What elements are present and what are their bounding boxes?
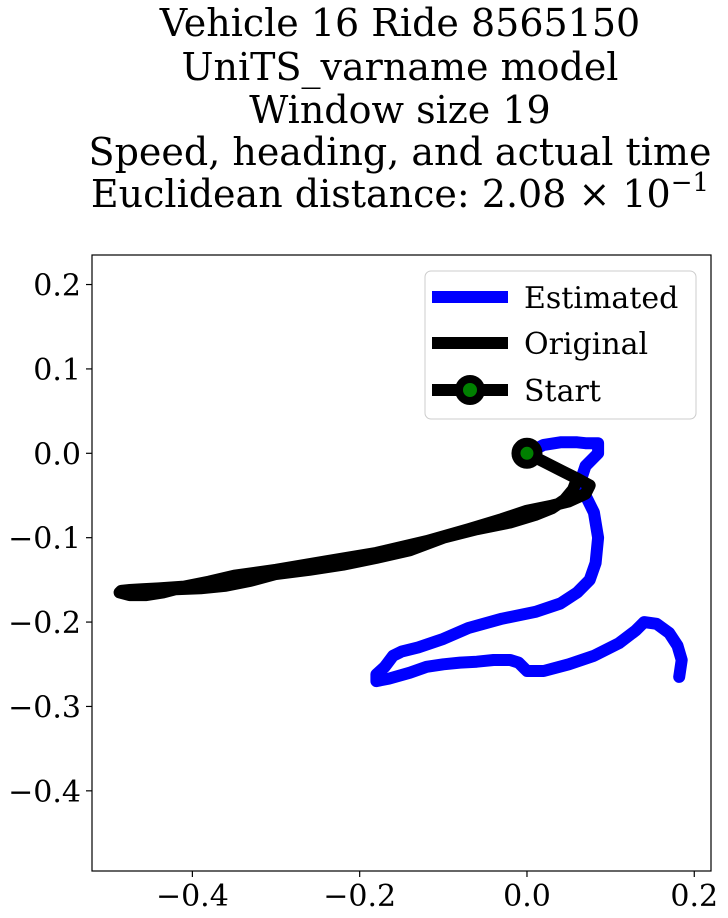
legend: Estimated Original Start bbox=[424, 270, 697, 420]
series-line-original bbox=[113, 447, 596, 602]
title-line-1: Vehicle 16 Ride 8565150 bbox=[159, 1, 640, 45]
y-tick-label: 0.1 bbox=[33, 353, 81, 388]
x-tick-label: 0.2 bbox=[670, 879, 718, 914]
legend-start-label: Start bbox=[524, 374, 601, 409]
x-tick-label: −0.4 bbox=[156, 879, 229, 914]
legend-start-marker bbox=[455, 375, 485, 405]
y-tick-label: −0.4 bbox=[8, 775, 81, 810]
y-tick-label: 0.2 bbox=[33, 269, 81, 304]
title-line-2: UniTS_varname model bbox=[182, 45, 619, 90]
title-line-5-base: Euclidean distance: 2.08 × 10 bbox=[91, 172, 671, 216]
title-line-5-exponent: −1 bbox=[671, 168, 709, 198]
series-layer bbox=[113, 436, 688, 688]
plot-area: −0.4 −0.2 0.0 0.2 0.2 0.1 0.0 −0.1 −0.2 −0.3 −0.4 bbox=[8, 254, 718, 914]
y-axis-ticks: 0.2 0.1 0.0 −0.1 −0.2 −0.3 −0.4 bbox=[8, 269, 92, 810]
legend-box bbox=[424, 270, 697, 420]
title-line-4: Speed, heading, and actual time bbox=[89, 130, 712, 174]
chart-title: Vehicle 16 Ride 8565150 UniTS_varname mo… bbox=[89, 1, 712, 216]
y-tick-label: −0.2 bbox=[8, 606, 81, 641]
y-tick-label: −0.1 bbox=[8, 522, 81, 557]
x-tick-label: −0.2 bbox=[323, 879, 396, 914]
legend-estimated-label: Estimated bbox=[524, 281, 678, 316]
series-line-estimated bbox=[370, 436, 688, 688]
axes-frame bbox=[91, 254, 712, 872]
start-marker bbox=[511, 437, 543, 469]
x-tick-label: 0.0 bbox=[503, 879, 551, 914]
title-line-5: Euclidean distance: 2.08 × 10−1 bbox=[91, 168, 709, 216]
x-axis-ticks: −0.4 −0.2 0.0 0.2 bbox=[156, 871, 718, 914]
legend-original-label: Original bbox=[524, 327, 648, 362]
title-line-3: Window size 19 bbox=[249, 88, 550, 132]
y-tick-label: −0.3 bbox=[8, 690, 81, 725]
y-tick-label: 0.0 bbox=[33, 437, 81, 472]
